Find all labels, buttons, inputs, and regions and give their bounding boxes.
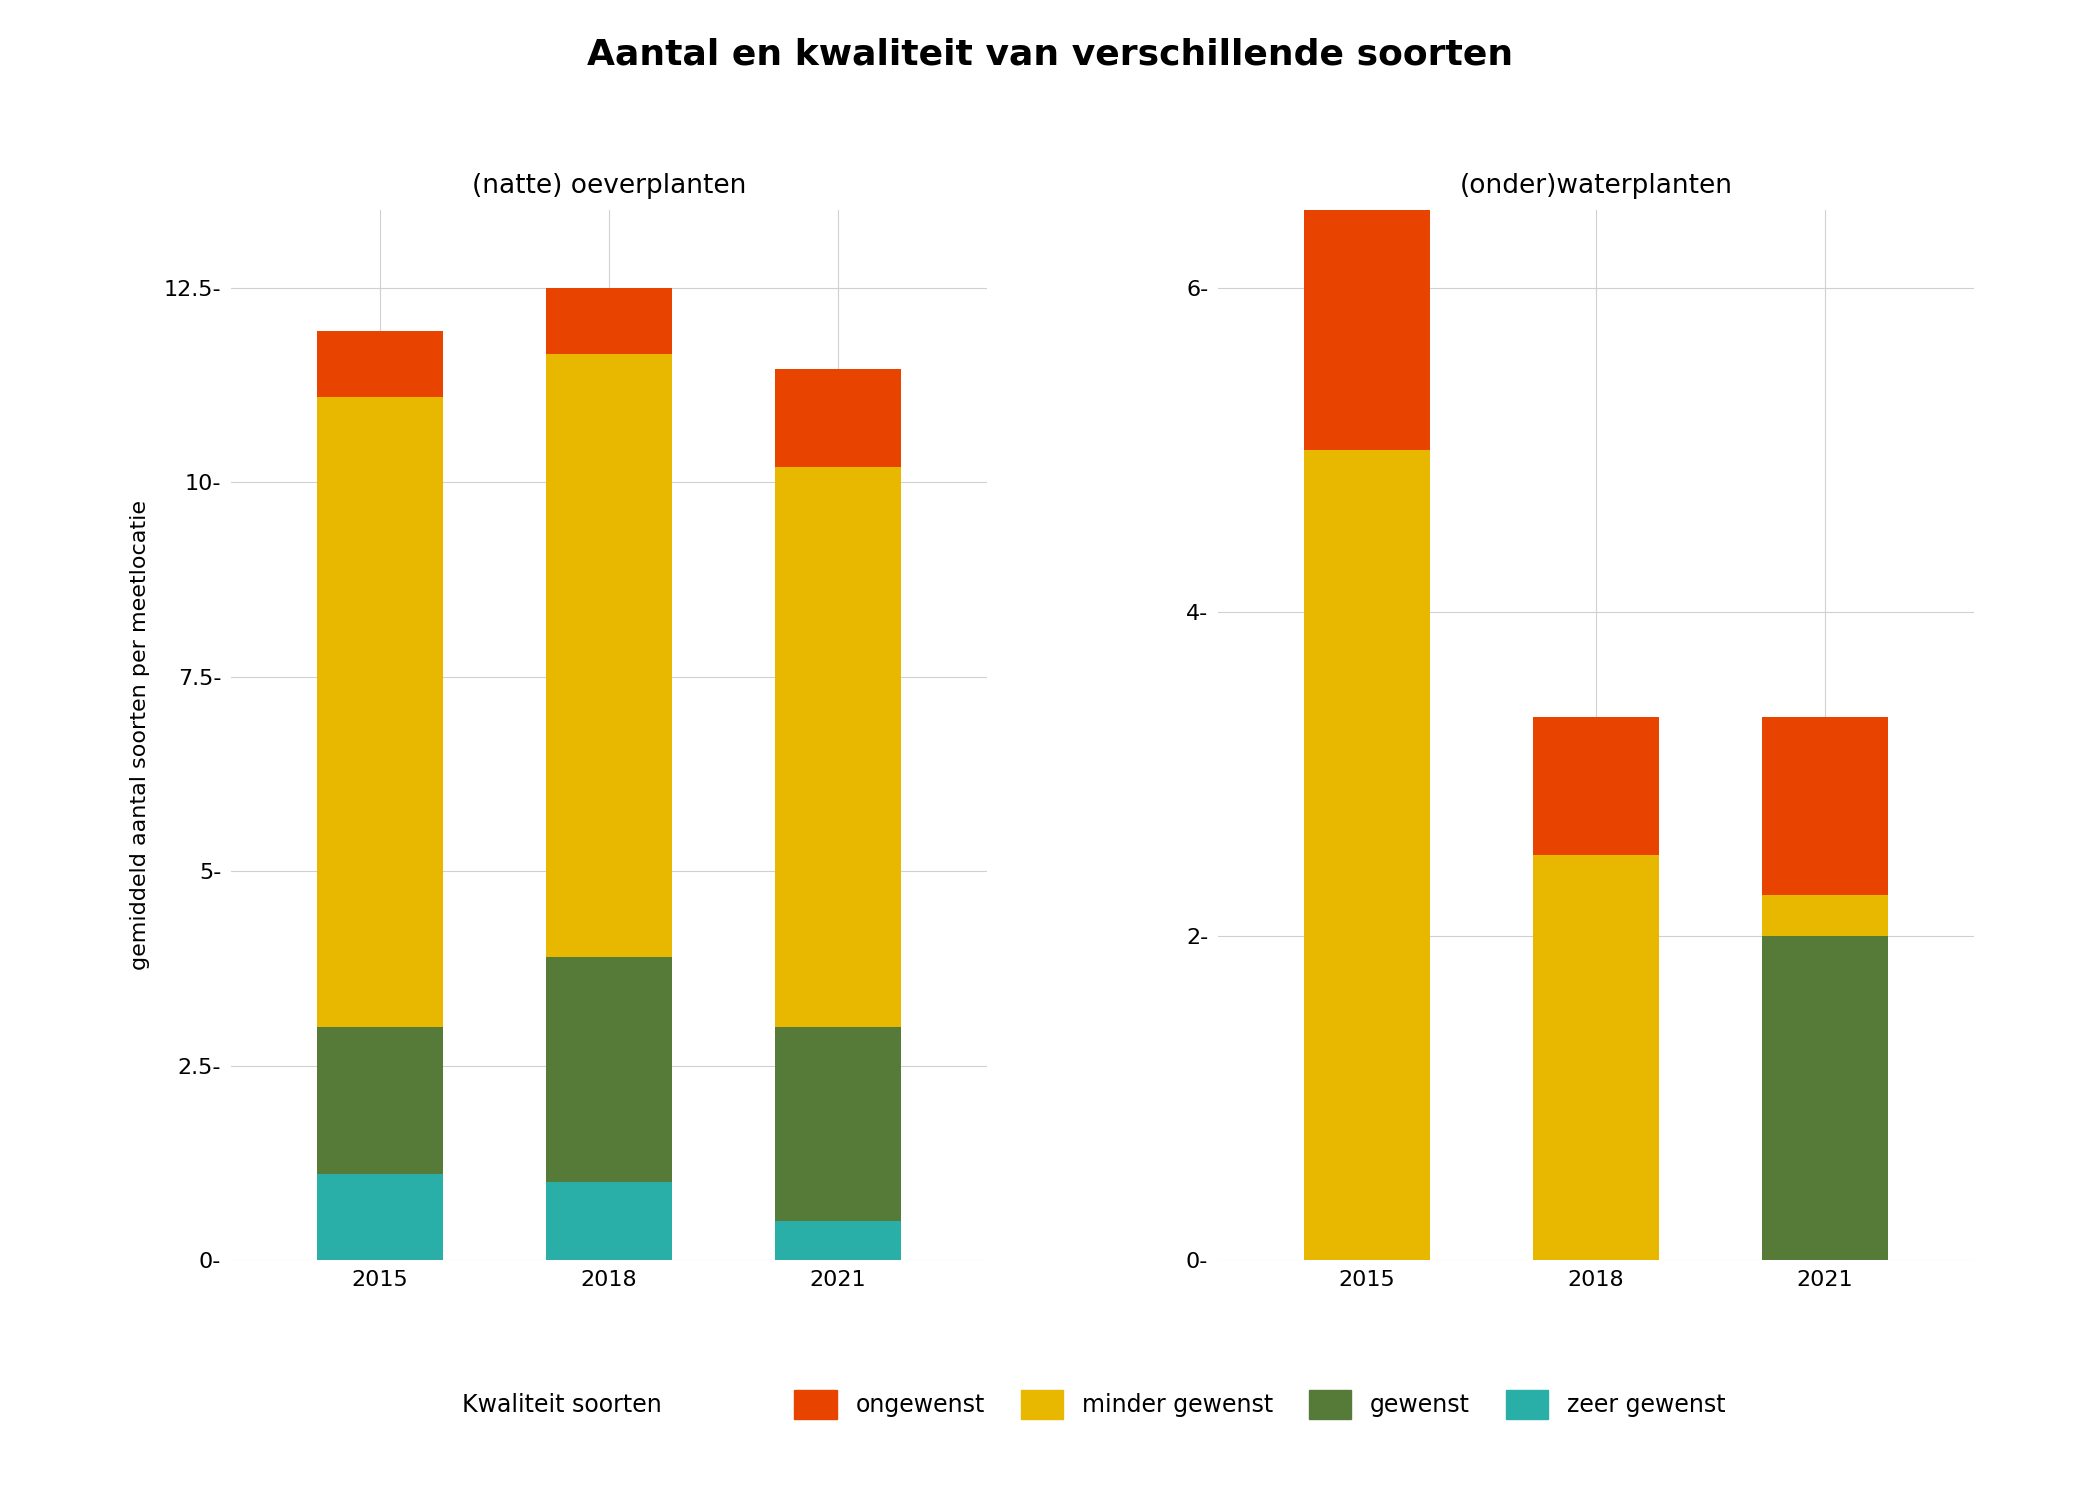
Bar xyxy=(317,396,443,1026)
Bar xyxy=(546,957,672,1182)
Bar xyxy=(317,1026,443,1174)
Bar xyxy=(1762,717,1888,896)
Title: (natte) oeverplanten: (natte) oeverplanten xyxy=(472,174,746,200)
Bar xyxy=(546,1182,672,1260)
Bar xyxy=(1762,896,1888,936)
Text: Aantal en kwaliteit van verschillende soorten: Aantal en kwaliteit van verschillende so… xyxy=(586,38,1514,72)
Y-axis label: gemiddeld aantal soorten per meetlocatie: gemiddeld aantal soorten per meetlocatie xyxy=(130,500,149,970)
Text: Kwaliteit soorten: Kwaliteit soorten xyxy=(462,1394,662,1417)
Bar xyxy=(1762,936,1888,1260)
Bar xyxy=(317,330,443,396)
Legend: ongewenst, minder gewenst, gewenst, zeer gewenst: ongewenst, minder gewenst, gewenst, zeer… xyxy=(785,1380,1735,1428)
Bar xyxy=(317,1174,443,1260)
Bar xyxy=(775,369,901,466)
Bar xyxy=(1533,855,1659,1260)
Bar xyxy=(1304,0,1430,450)
Bar xyxy=(775,1221,901,1260)
Bar xyxy=(1304,450,1430,1260)
Bar xyxy=(775,1026,901,1221)
Bar xyxy=(546,354,672,957)
Bar xyxy=(775,466,901,1026)
Bar xyxy=(546,288,672,354)
Title: (onder)waterplanten: (onder)waterplanten xyxy=(1460,174,1732,200)
Bar xyxy=(1533,717,1659,855)
